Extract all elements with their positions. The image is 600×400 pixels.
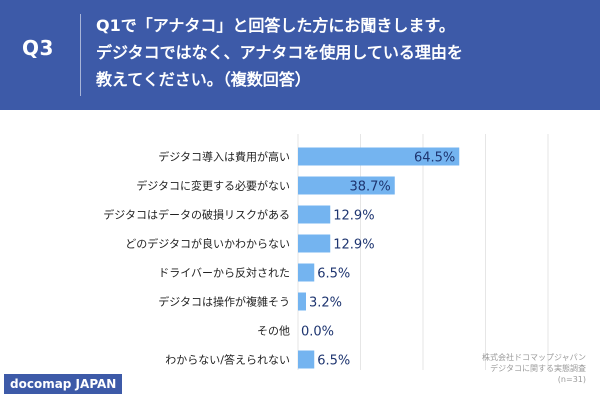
value-label: 12.9% bbox=[333, 238, 374, 253]
bar bbox=[298, 292, 306, 311]
question-line: Q1で「アナタコ」と回答した方にお聞きします。 bbox=[96, 16, 455, 35]
question-line: デジタコではなく、アナタコを使用している理由を bbox=[96, 43, 463, 62]
question-number: Q3 bbox=[22, 36, 54, 60]
bar-chart: デジタコ導入は費用が高い 64.5% デジタコに変更する必要がない 38.7% デジタコ… bbox=[103, 134, 549, 370]
source-note: 株式会社ドコマップジャパン デジタコに関する実態調査 (n=31) bbox=[426, 352, 586, 385]
question-header: Q3 Q1で「アナタコ」と回答した方にお聞きします。 デジタコではなく、アナタコ… bbox=[0, 0, 600, 110]
bar bbox=[298, 350, 315, 369]
brand-logo: docomap JAPAN bbox=[4, 374, 123, 394]
category-label: デジタコ導入は費用が高い bbox=[158, 150, 290, 164]
source-line: (n=31) bbox=[557, 375, 586, 384]
category-label: ドライバーから反対された bbox=[158, 266, 290, 280]
value-label: 0.0% bbox=[301, 325, 334, 340]
chart-card: デジタコ導入は費用が高い 64.5% デジタコに変更する必要がない 38.7% デジタコ… bbox=[12, 114, 588, 398]
category-label: デジタコは操作が複雑そう bbox=[158, 295, 290, 309]
bar bbox=[298, 205, 331, 224]
header-divider bbox=[80, 14, 81, 96]
bar bbox=[298, 263, 315, 282]
category-label: その他 bbox=[257, 325, 290, 338]
source-line: デジタコに関する実態調査 bbox=[490, 364, 586, 373]
category-label: デジタコはデータの破損リスクがある bbox=[103, 208, 290, 222]
value-label: 38.7% bbox=[349, 180, 390, 195]
value-label: 6.5% bbox=[317, 354, 350, 369]
bar bbox=[298, 147, 460, 166]
value-label: 3.2% bbox=[309, 296, 342, 311]
source-line: 株式会社ドコマップジャパン bbox=[482, 353, 586, 362]
bar bbox=[298, 234, 331, 253]
bar bbox=[298, 176, 395, 195]
category-label: わからない/答えられない bbox=[165, 353, 290, 367]
category-label: どのデジタコが良いかわからない bbox=[125, 237, 290, 251]
value-label: 6.5% bbox=[317, 267, 350, 282]
question-line: 教えてください。（複数回答） bbox=[96, 70, 311, 89]
value-label: 64.5% bbox=[414, 151, 455, 166]
question-text: Q1で「アナタコ」と回答した方にお聞きします。 デジタコではなく、アナタコを使用… bbox=[96, 12, 586, 93]
category-label: デジタコに変更する必要がない bbox=[136, 179, 290, 193]
value-label: 12.9% bbox=[333, 209, 374, 224]
